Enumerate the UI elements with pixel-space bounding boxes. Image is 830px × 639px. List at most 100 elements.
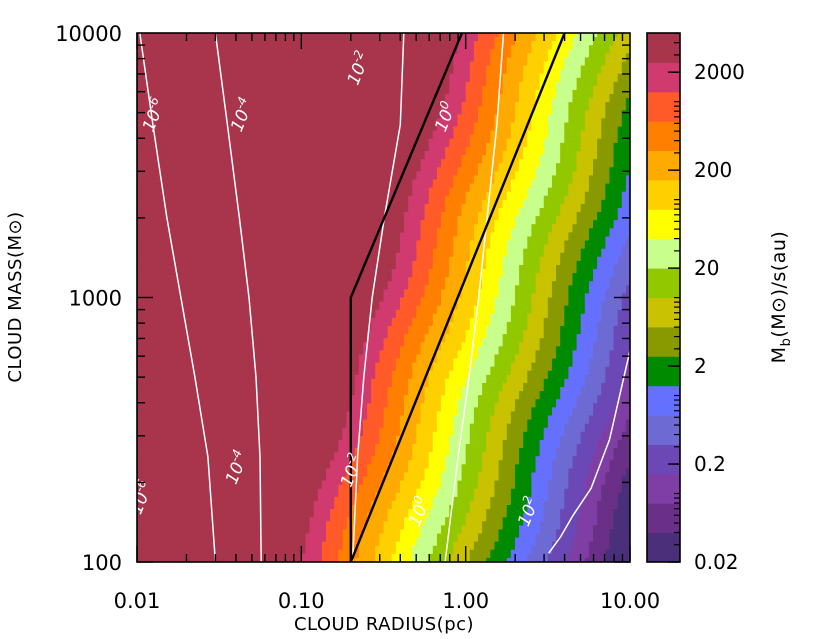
heatmap-cell	[412, 45, 417, 50]
heatmap-cell	[469, 167, 475, 172]
heatmap-cell	[502, 81, 508, 87]
heatmap-cell	[317, 146, 323, 152]
heatmap-cell	[412, 65, 417, 71]
heatmap-cell	[486, 69, 491, 75]
heatmap-cell	[564, 73, 569, 79]
heatmap-cell	[560, 126, 565, 132]
heatmap-cell	[572, 45, 578, 50]
heatmap-cell	[387, 77, 393, 83]
heatmap-cell	[605, 85, 611, 91]
heatmap-cell	[556, 49, 561, 54]
heatmap-cell	[215, 159, 220, 164]
heatmap-cell	[350, 65, 356, 71]
heatmap-cell	[239, 122, 245, 128]
heatmap-cell	[190, 89, 196, 95]
heatmap-cell	[408, 138, 413, 144]
heatmap-cell	[527, 45, 532, 50]
heatmap-cell	[617, 195, 623, 201]
heatmap-cell	[264, 89, 270, 95]
heatmap-cell	[264, 175, 270, 181]
heatmap-cell	[137, 73, 142, 79]
heatmap-cell	[441, 118, 446, 124]
heatmap-cell	[576, 41, 582, 46]
heatmap-cell	[276, 89, 282, 95]
heatmap-cell	[519, 53, 524, 59]
heatmap-cell	[157, 130, 163, 136]
heatmap-cell	[149, 179, 155, 185]
heatmap-cell	[346, 89, 352, 95]
heatmap-cell	[243, 187, 249, 193]
heatmap-cell	[523, 163, 528, 168]
heatmap-cell	[514, 41, 520, 46]
heatmap-cell	[383, 183, 389, 189]
heatmap-cell	[404, 98, 409, 103]
heatmap-cell	[502, 114, 508, 120]
heatmap-cell	[420, 41, 426, 46]
heatmap-cell	[564, 61, 569, 67]
heatmap-cell	[289, 69, 294, 75]
heatmap-cell	[231, 138, 237, 144]
heatmap-cell	[547, 155, 553, 160]
heatmap-cell	[321, 89, 327, 95]
heatmap-cell	[165, 126, 171, 132]
heatmap-cell	[588, 138, 594, 144]
heatmap-cell	[243, 73, 249, 79]
heatmap-cell	[215, 89, 220, 95]
heatmap-cell	[178, 114, 183, 120]
heatmap-cell	[523, 130, 528, 136]
heatmap-cell	[510, 118, 516, 124]
heatmap-cell	[252, 98, 257, 103]
heatmap-cell	[338, 69, 344, 75]
heatmap-cell	[387, 85, 393, 91]
heatmap-cell	[358, 61, 364, 67]
heatmap-cell	[215, 151, 220, 156]
heatmap-cell	[350, 195, 356, 201]
heatmap-cell	[543, 134, 549, 140]
heatmap-cell	[264, 94, 270, 99]
heatmap-cell	[260, 89, 265, 95]
heatmap-cell	[268, 106, 274, 111]
heatmap-cell	[543, 45, 549, 50]
heatmap-cell	[609, 163, 615, 168]
heatmap-cell	[297, 122, 302, 128]
heatmap-cell	[243, 61, 249, 67]
heatmap-cell	[202, 179, 208, 185]
heatmap-cell	[371, 146, 376, 152]
heatmap-cell	[358, 85, 364, 91]
heatmap-cell	[157, 146, 163, 152]
heatmap-cell	[580, 175, 586, 181]
heatmap-cell	[145, 167, 150, 172]
heatmap-cell	[190, 110, 196, 115]
heatmap-cell	[527, 146, 532, 152]
heatmap-cell	[305, 98, 311, 103]
heatmap-cell	[215, 191, 220, 197]
heatmap-cell	[391, 167, 397, 172]
heatmap-cell	[613, 114, 619, 120]
heatmap-cell	[334, 138, 339, 144]
heatmap-cell	[593, 163, 598, 168]
heatmap-cell	[580, 37, 586, 42]
heatmap-cell	[436, 191, 442, 197]
heatmap-cell	[206, 183, 212, 189]
heatmap-cell	[280, 175, 286, 181]
heatmap-cell	[210, 187, 216, 193]
heatmap-cell	[350, 77, 356, 83]
heatmap-cell	[284, 41, 290, 46]
heatmap-cell	[149, 106, 155, 111]
heatmap-cell	[280, 41, 286, 46]
heatmap-cell	[247, 134, 253, 140]
heatmap-cell	[621, 126, 627, 132]
heatmap-cell	[408, 73, 413, 79]
heatmap-cell	[317, 126, 323, 132]
heatmap-cell	[593, 134, 598, 140]
heatmap-cell	[412, 85, 417, 91]
heatmap-cell	[215, 73, 220, 79]
heatmap-cell	[305, 61, 311, 67]
heatmap-cell	[227, 102, 233, 107]
heatmap-cell	[461, 98, 467, 103]
heatmap-cell	[412, 163, 417, 168]
heatmap-cell	[432, 118, 438, 124]
heatmap-cell	[477, 98, 483, 103]
heatmap-cell	[568, 94, 574, 99]
heatmap-cell	[182, 89, 187, 95]
